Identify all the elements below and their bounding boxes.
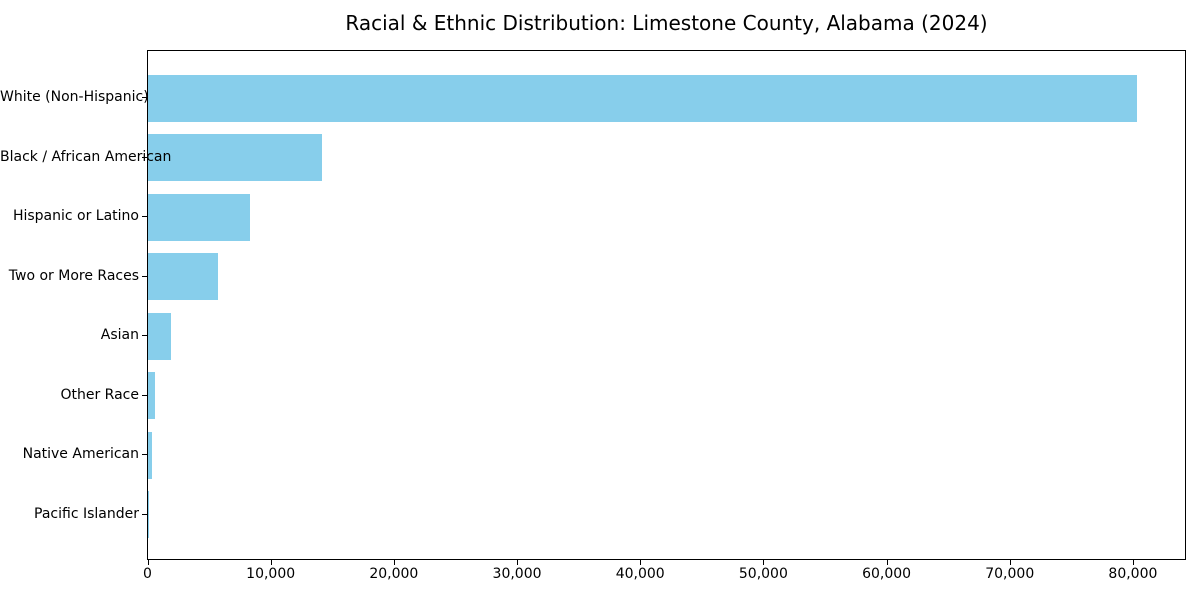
y-axis-label: Pacific Islander	[34, 505, 139, 522]
bar	[148, 193, 251, 241]
y-axis-label: Two or More Races	[8, 267, 139, 284]
x-tick-mark	[147, 560, 149, 565]
x-tick-mark	[640, 560, 642, 565]
x-axis-tick-label: 10,000	[246, 566, 296, 582]
x-axis-tick-label: 80,000	[1108, 566, 1158, 582]
y-tick-mark	[142, 275, 147, 277]
x-axis-tick-label: 40,000	[615, 566, 665, 582]
y-tick-mark	[142, 156, 147, 158]
bar	[148, 431, 152, 479]
bar	[148, 74, 1138, 122]
bar	[148, 372, 156, 419]
plot-area	[147, 50, 1186, 560]
bar	[148, 312, 172, 360]
y-axis-label: Asian	[100, 327, 139, 343]
bar	[148, 134, 322, 181]
bar	[148, 253, 219, 300]
x-axis-tick-label: 50,000	[738, 566, 788, 582]
y-axis-label: Native American	[22, 446, 139, 462]
y-axis-label: White (Non-Hispanic)	[0, 89, 149, 105]
x-axis-tick-label: 30,000	[492, 566, 542, 582]
x-tick-mark	[1009, 560, 1011, 565]
x-tick-mark	[1132, 560, 1134, 565]
x-axis-tick-label: 70,000	[985, 566, 1035, 582]
y-tick-mark	[142, 97, 147, 98]
y-axis-label: Other Race	[60, 386, 139, 403]
y-axis-label: Black / African American	[0, 148, 172, 165]
bar	[148, 491, 150, 538]
y-tick-mark	[142, 335, 147, 336]
y-axis-label: Hispanic or Latino	[12, 208, 139, 224]
y-tick-mark	[142, 454, 147, 455]
y-tick-mark	[142, 394, 147, 396]
x-tick-mark	[393, 560, 395, 565]
x-tick-mark	[517, 560, 519, 565]
x-axis-tick-label: 0	[143, 566, 152, 582]
x-tick-mark	[763, 560, 765, 565]
x-tick-mark	[270, 560, 272, 565]
x-tick-mark	[886, 560, 888, 565]
x-axis-tick-label: 60,000	[862, 566, 912, 582]
chart-title: Racial & Ethnic Distribution: Limestone …	[345, 11, 988, 35]
y-tick-mark	[142, 216, 147, 217]
y-tick-mark	[142, 513, 147, 515]
x-axis-tick-label: 20,000	[369, 566, 419, 582]
